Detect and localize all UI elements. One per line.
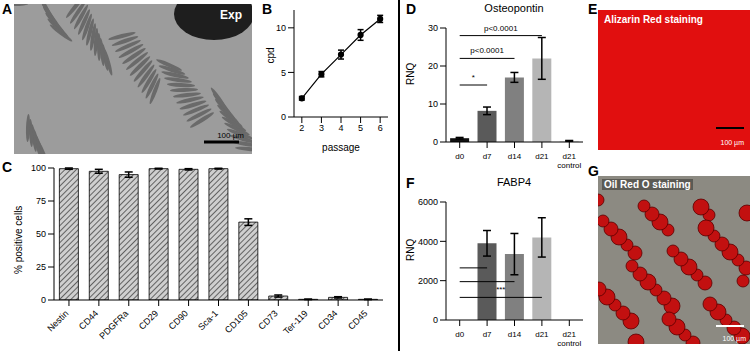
html-text:G: G <box>588 163 599 179</box>
svg-text:d21control: d21control <box>557 330 581 348</box>
svg-text:d21control: d21control <box>557 152 581 170</box>
svg-text:PDGFRa: PDGFRa <box>97 308 130 341</box>
svg-text:d7: d7 <box>483 330 492 339</box>
html-text:A: A <box>2 1 13 17</box>
svg-text:*: * <box>472 73 475 82</box>
svg-text:0: 0 <box>433 137 438 147</box>
svg-text:d14: d14 <box>508 330 522 339</box>
svg-text:6: 6 <box>378 123 383 133</box>
svg-text:RNQ: RNQ <box>405 63 416 85</box>
svg-text:2: 2 <box>299 123 304 133</box>
html-text:B: B <box>262 1 273 17</box>
svg-text:Ter-119: Ter-119 <box>281 308 309 336</box>
html-text:Exp: Exp <box>220 8 242 22</box>
svg-text:50: 50 <box>36 229 46 239</box>
html-text:F: F <box>406 175 415 191</box>
svg-text:d21: d21 <box>535 330 549 339</box>
svg-text:% positive cells: % positive cells <box>13 206 24 274</box>
svg-text:30: 30 <box>428 23 438 33</box>
svg-text:passage: passage <box>322 142 360 153</box>
svg-text:d7: d7 <box>483 152 492 161</box>
svg-text:d0: d0 <box>455 330 464 339</box>
html-text:100 µm: 100 µm <box>720 139 744 146</box>
html-text:C: C <box>2 159 13 175</box>
svg-text:0: 0 <box>281 112 286 122</box>
html-text:Oil Red O staining: Oil Red O staining <box>604 179 691 190</box>
svg-text:6000: 6000 <box>418 197 438 207</box>
svg-text:CD44: CD44 <box>77 308 100 331</box>
svg-text:CD45: CD45 <box>346 308 369 331</box>
svg-text:2000: 2000 <box>418 276 438 286</box>
svg-text:CD90: CD90 <box>167 308 190 331</box>
svg-text:Sca-1: Sca-1 <box>196 308 220 332</box>
svg-text:p<0.0001: p<0.0001 <box>484 24 518 33</box>
svg-text:100: 100 <box>31 163 46 173</box>
svg-text:25: 25 <box>36 262 46 272</box>
svg-text:RNQ: RNQ <box>405 239 416 261</box>
svg-text:3: 3 <box>319 123 324 133</box>
svg-text:d0: d0 <box>455 152 464 161</box>
svg-text:0: 0 <box>41 295 46 305</box>
svg-text:CD105: CD105 <box>223 308 250 335</box>
svg-text:CD73: CD73 <box>256 308 279 331</box>
html-text:D: D <box>406 1 417 17</box>
svg-text:CD29: CD29 <box>137 308 160 331</box>
html-text:100 µm: 100 µm <box>217 131 244 140</box>
svg-text:4: 4 <box>338 123 343 133</box>
svg-text:p<0.0001: p<0.0001 <box>470 46 504 55</box>
html-text:Alizarin Red staining: Alizarin Red staining <box>604 14 703 25</box>
svg-text:cpd: cpd <box>265 47 276 63</box>
svg-text:CD34: CD34 <box>316 308 339 331</box>
svg-text:10: 10 <box>276 23 286 33</box>
html-text:FABP4: FABP4 <box>496 176 532 188</box>
svg-text:4000: 4000 <box>418 237 438 247</box>
svg-text:20: 20 <box>428 61 438 71</box>
html-text:100 µm: 100 µm <box>722 335 746 342</box>
html-text:E: E <box>588 1 598 17</box>
svg-text:d21: d21 <box>535 152 549 161</box>
html-text:Osteopontin: Osteopontin <box>484 2 544 14</box>
svg-text:***: *** <box>496 285 505 294</box>
svg-text:5: 5 <box>281 68 286 78</box>
svg-text:10: 10 <box>428 99 438 109</box>
svg-text:Nestin: Nestin <box>45 308 70 333</box>
svg-text:0: 0 <box>433 315 438 325</box>
svg-text:5: 5 <box>358 123 363 133</box>
svg-text:75: 75 <box>36 196 46 206</box>
svg-text:d14: d14 <box>508 152 522 161</box>
